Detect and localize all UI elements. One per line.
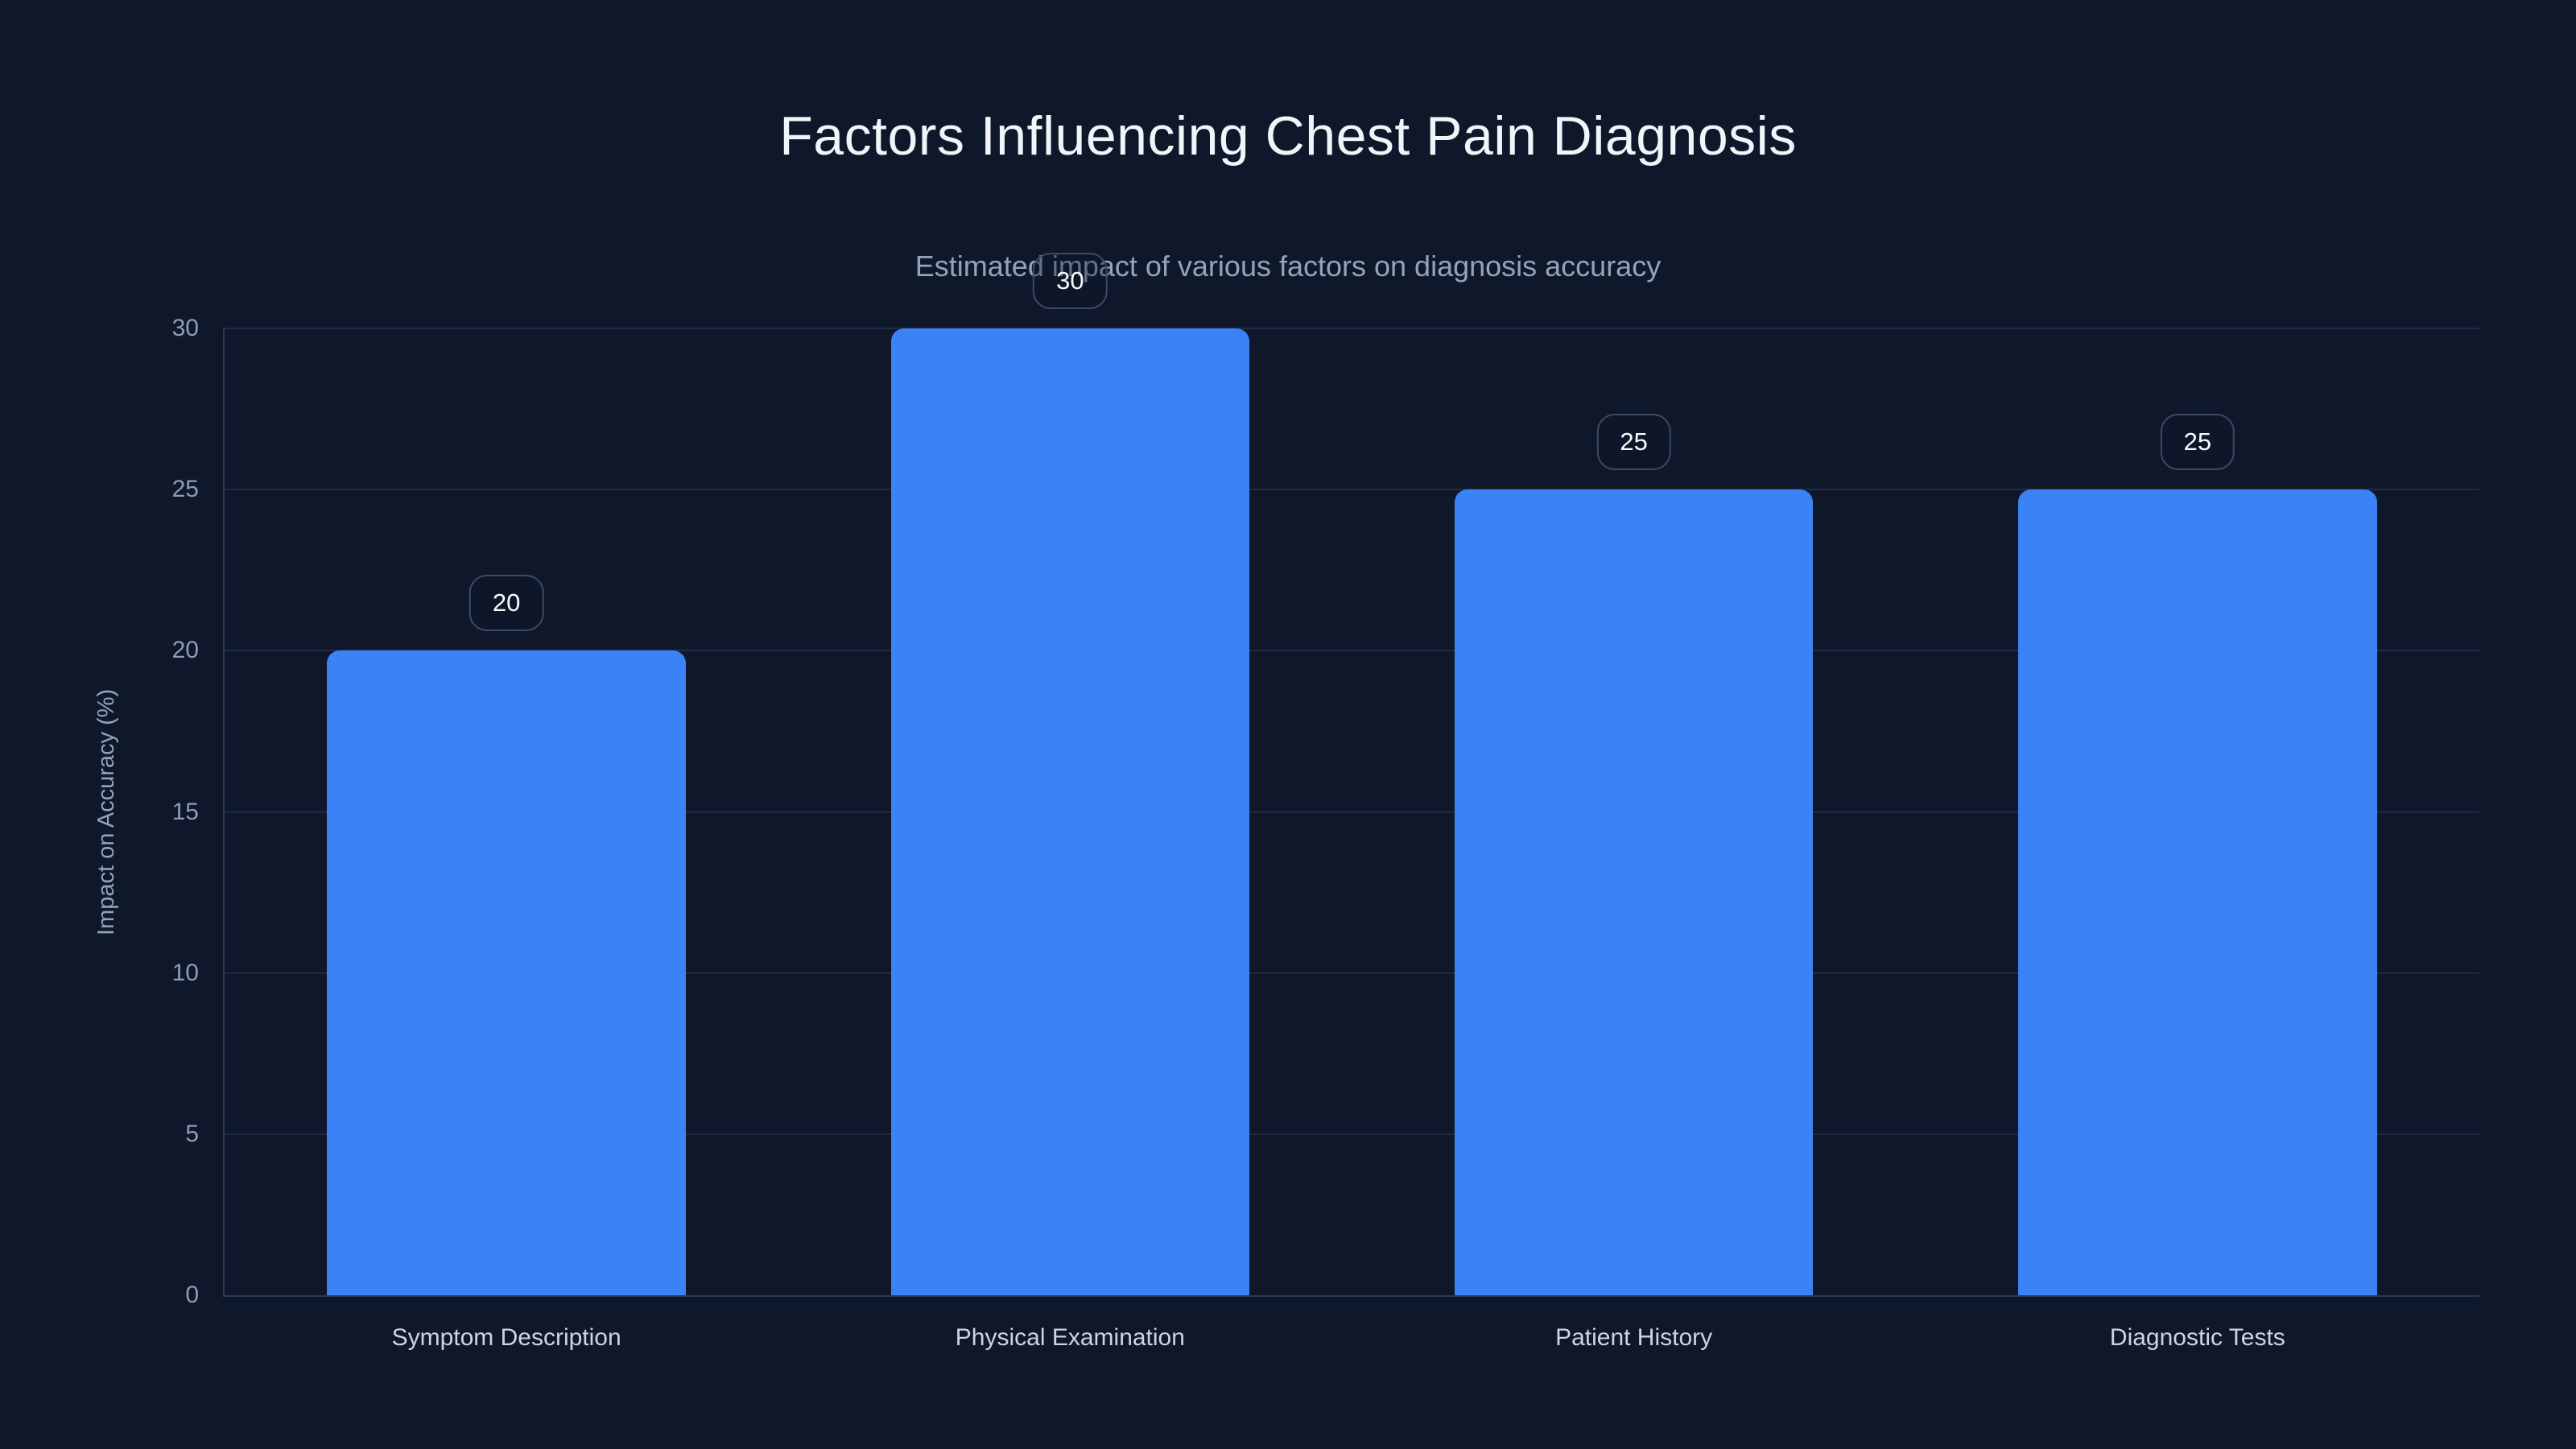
bar-slot: 25 Diagnostic Tests — [1916, 328, 2479, 1351]
value-badge: 25 — [2160, 414, 2235, 471]
bar — [327, 650, 686, 1295]
bar-slot: 25 Patient History — [1352, 328, 1916, 1351]
y-tick-label-5: 5 — [185, 1120, 199, 1147]
gridline-30 — [225, 328, 2479, 329]
gridline-5 — [225, 1133, 2479, 1135]
category-label: Symptom Description — [391, 1324, 621, 1351]
y-axis-line — [223, 328, 225, 1297]
category-label: Patient History — [1555, 1324, 1713, 1351]
gridline-25 — [225, 489, 2479, 491]
y-tick-label-25: 25 — [171, 476, 199, 503]
value-badge: 30 — [1033, 253, 1108, 309]
x-axis-line — [223, 1295, 2479, 1297]
y-tick-label-20: 20 — [171, 637, 199, 664]
y-tick-label-0: 0 — [185, 1282, 199, 1308]
bar — [1454, 489, 1814, 1295]
category-label: Physical Examination — [955, 1324, 1185, 1351]
gridline-10 — [225, 972, 2479, 974]
y-axis-title: Impact on Accuracy (%) — [93, 688, 119, 935]
y-tick-label-10: 10 — [171, 959, 199, 986]
category-label: Diagnostic Tests — [2109, 1324, 2285, 1351]
bar — [890, 328, 1250, 1295]
y-tick-label-30: 30 — [171, 315, 199, 341]
plot-area: 0 5 10 15 20 25 30 20 Symptom Description 30 Physi… — [172, 253, 2479, 1351]
bar-slot: 30 Physical Examination — [788, 253, 1352, 1351]
gridline-15 — [225, 811, 2479, 813]
value-badge: 20 — [469, 575, 544, 632]
gridline-20 — [225, 650, 2479, 652]
chart-subtitle: Estimated impact of various factors on d… — [914, 250, 1662, 283]
y-tick-label-15: 15 — [171, 798, 199, 825]
value-badge: 25 — [1596, 414, 1671, 471]
bar — [2018, 489, 2377, 1295]
chart-title: Factors Influencing Chest Pain Diagnosis — [779, 105, 1797, 167]
bar-slot: 20 Symptom Description — [225, 328, 788, 1351]
